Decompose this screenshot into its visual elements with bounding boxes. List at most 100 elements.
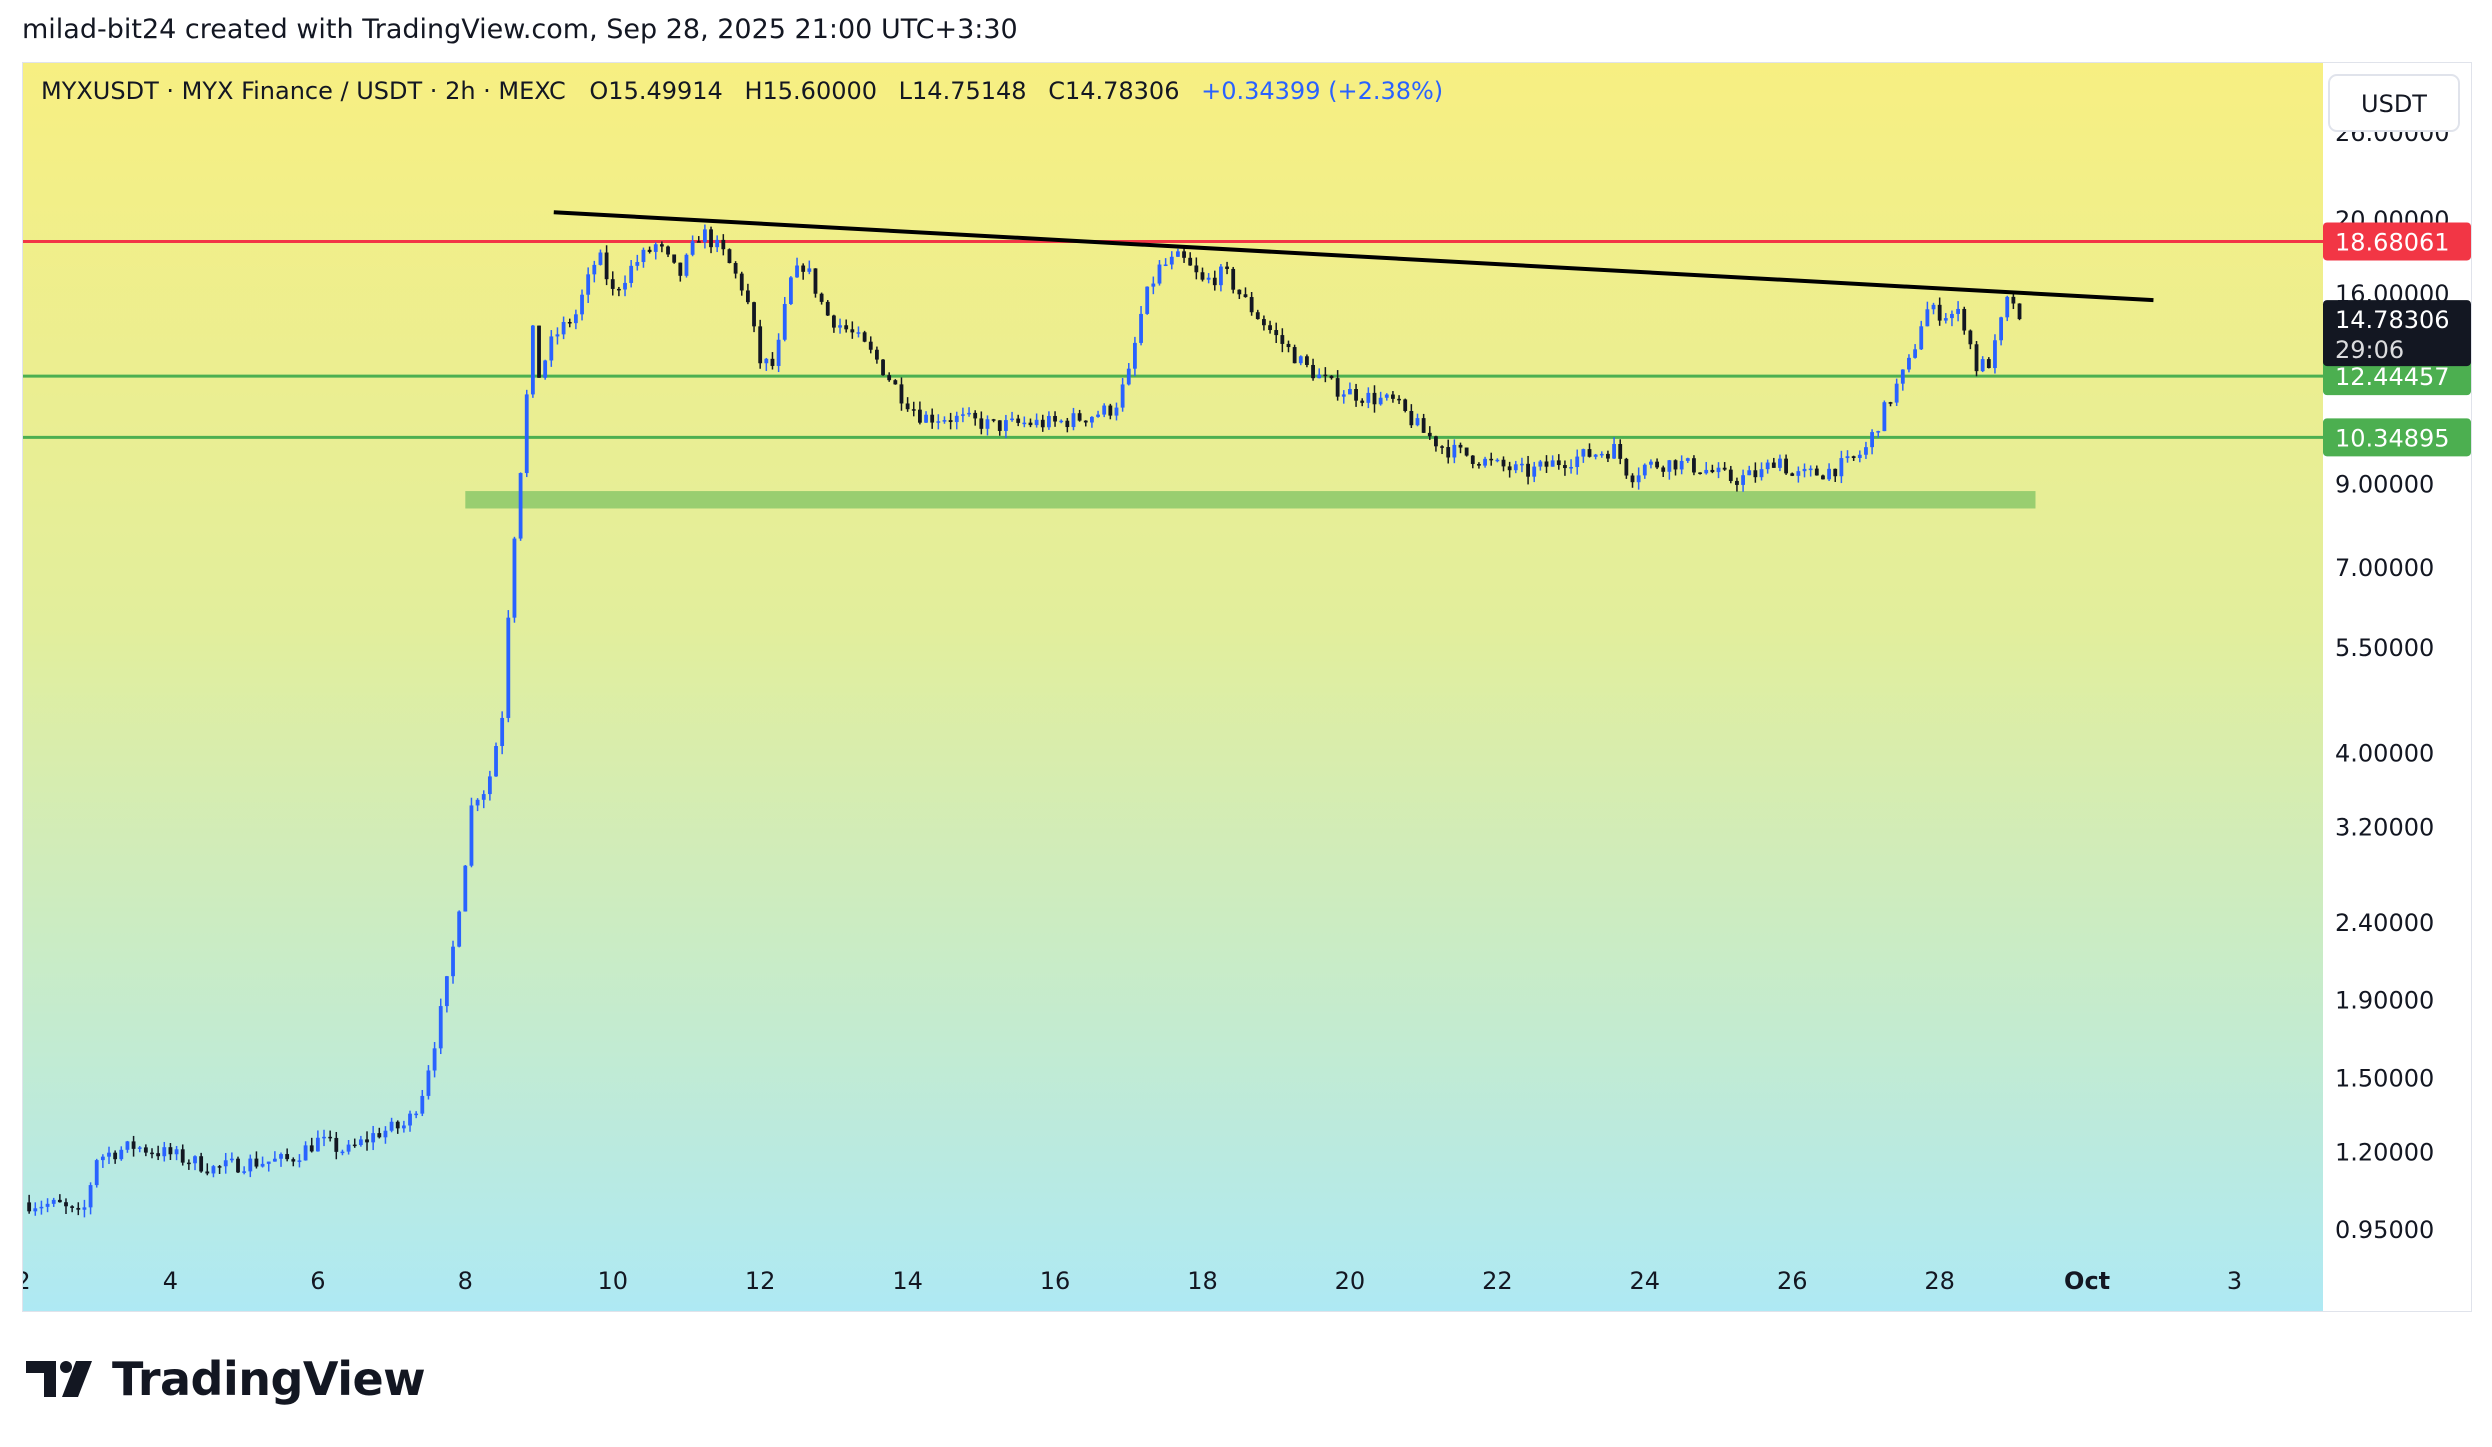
candle-body (1986, 359, 1991, 369)
candle-body (1212, 277, 1217, 286)
candle-body (850, 329, 855, 333)
candle-body (1305, 356, 1309, 365)
candle-body (1176, 251, 1180, 257)
tradingview-logo-icon (26, 1361, 92, 1397)
candle-body (924, 414, 928, 423)
candle-body (1698, 472, 1702, 474)
candle-body (1354, 389, 1358, 401)
candle-body (309, 1145, 314, 1152)
candle-body (1968, 330, 1973, 345)
candle-body (684, 254, 689, 276)
candle-body (1845, 456, 1850, 459)
candle-body (1704, 469, 1709, 474)
candle-body (346, 1144, 351, 1152)
candle-body (647, 249, 652, 252)
candle-body (150, 1152, 154, 1155)
candle-body (930, 414, 935, 423)
candle-body (1133, 342, 1137, 369)
support-zone[interactable] (465, 491, 2036, 509)
support-upper-price-badge[interactable]: 12.44457 (2323, 357, 2471, 396)
time-tick-label: 3 (2227, 1267, 2242, 1295)
candle-body (1040, 419, 1045, 428)
candles[interactable] (27, 224, 2022, 1218)
candle-body (1931, 304, 1936, 310)
candle-body (1096, 414, 1100, 417)
candle-body (113, 1152, 118, 1160)
candle-body (1169, 256, 1174, 265)
candle-body (131, 1141, 136, 1149)
candle-body (1268, 325, 1272, 331)
candle-body (690, 241, 695, 255)
candle-body (1649, 461, 1653, 465)
candle-body (279, 1154, 283, 1159)
candle-body (217, 1166, 222, 1168)
candle-body (1397, 398, 1401, 401)
candle-body (100, 1156, 105, 1161)
time-axis[interactable]: 246810121416182022242628Oct3 (23, 1267, 2242, 1295)
candle-body (1814, 468, 1819, 476)
candle-body (1255, 312, 1260, 320)
candle-body (94, 1160, 99, 1186)
tradingview-logo[interactable]: TradingView (26, 1352, 426, 1406)
candle-body (1593, 454, 1598, 457)
candle-body (635, 262, 640, 266)
time-tick-label: 10 (597, 1267, 628, 1295)
candle-body (444, 976, 449, 1007)
candle-body (469, 805, 474, 866)
candle-body (1913, 349, 1917, 358)
price-chart[interactable]: 26.0000020.0000016.000009.000007.000005.… (23, 63, 2472, 1312)
candle-body (1231, 268, 1236, 290)
candle-body (1016, 418, 1021, 423)
price-scale-background[interactable] (2323, 63, 2472, 1312)
candle-body (1366, 392, 1371, 403)
candle-body (788, 277, 793, 305)
price-tick-label: 7.00000 (2335, 554, 2434, 582)
candle-body (512, 538, 517, 618)
legend-change: +0.34399 (+2.38%) (1201, 77, 1443, 105)
candle-body (629, 265, 634, 283)
candle-body (586, 274, 591, 295)
candle-body (1090, 416, 1094, 423)
candle-body (1452, 444, 1457, 458)
candle-body (193, 1156, 197, 1164)
candle-body (1962, 308, 1967, 331)
legend-symbol: MYXUSDT · MYX Finance / USDT · 2h · MEXC (41, 77, 566, 105)
candle-body (1391, 394, 1395, 399)
price-tick-label: 4.00000 (2335, 740, 2434, 768)
candle-body (205, 1171, 210, 1174)
candle-body (1722, 467, 1727, 470)
time-tick-label: 8 (458, 1267, 473, 1295)
candle-body (1882, 402, 1887, 432)
chart-area[interactable]: 26.00000 20.00000 16.00000 9.00000 7.00000 5.… (22, 62, 2472, 1312)
chart-background (23, 63, 2471, 1311)
support-lower-price-badge[interactable]: 10.34895 (2323, 418, 2471, 457)
candle-body (1477, 463, 1481, 466)
candle-body (365, 1139, 369, 1143)
candle-body (776, 339, 781, 366)
candle-body (438, 1006, 443, 1049)
candle-body (1870, 432, 1874, 448)
currency-button[interactable]: USDT (2328, 74, 2460, 132)
price-tick-label: 5.50000 (2335, 634, 2434, 662)
candle-body (57, 1199, 62, 1203)
candle-body (549, 336, 554, 361)
candle-body (1194, 265, 1199, 273)
candle-body (45, 1203, 50, 1207)
candle-body (1925, 309, 1930, 327)
legend-high: 15.60000 (763, 77, 878, 105)
legend-open-label: O (589, 77, 608, 105)
candle-body (696, 241, 701, 243)
candle-body (260, 1163, 265, 1167)
candle-body (1765, 462, 1770, 470)
candle-body (831, 315, 836, 328)
candle-body (1907, 357, 1911, 370)
descending-trendline[interactable] (553, 210, 2154, 303)
resistance-price-badge[interactable]: 18.68061 (2323, 222, 2471, 261)
candle-body (1919, 326, 1924, 350)
candle-body (1544, 461, 1549, 467)
candle-body (242, 1171, 247, 1173)
candle-body (936, 421, 941, 423)
candle-body (1421, 418, 1426, 433)
candle-body (758, 326, 763, 364)
